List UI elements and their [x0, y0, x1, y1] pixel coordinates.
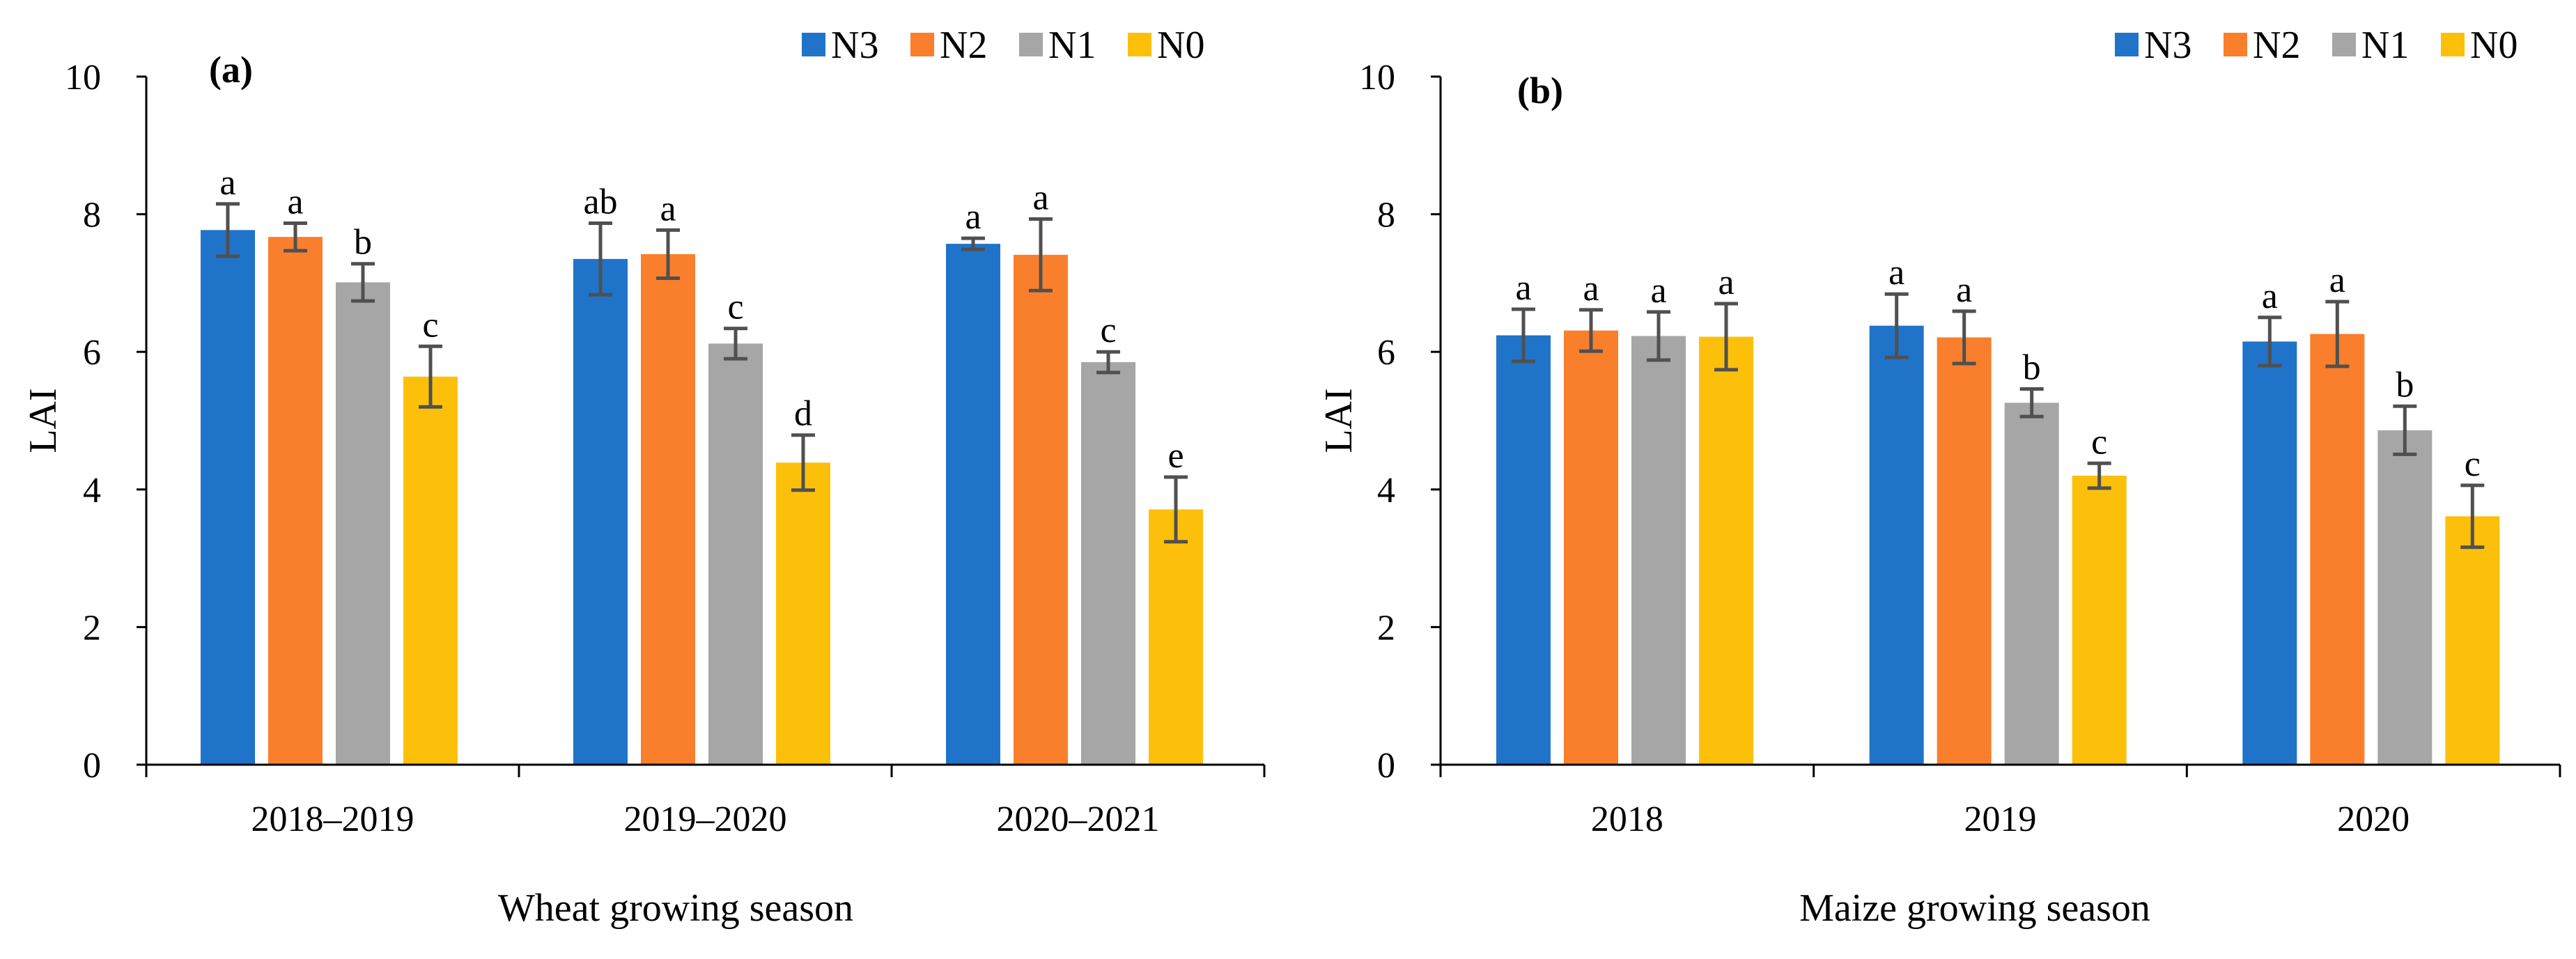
legend-swatch-N1 [2332, 33, 2356, 56]
bar-N3-1 [573, 258, 628, 765]
legend-swatch-N3 [2115, 33, 2139, 56]
y-tick-label: 2 [83, 608, 101, 648]
bar-N2-2 [2310, 334, 2365, 765]
bar-N1-1 [708, 343, 763, 765]
bar-N3-2 [946, 244, 1000, 765]
significance-letter-N1-1: c [727, 288, 743, 327]
significance-letter-N2-2: a [1032, 178, 1048, 218]
y-tick-label: 4 [83, 471, 101, 510]
panel-label: (a) [209, 49, 253, 91]
bar-N1-2 [1081, 362, 1135, 765]
significance-letter-N1-2: c [1100, 311, 1116, 350]
bar-N0-1 [2072, 476, 2127, 765]
y-tick-label: 4 [1377, 471, 1395, 510]
bar-N0-2 [2445, 516, 2500, 765]
panel-label: (b) [1517, 70, 1563, 111]
bar-N2-0 [1564, 330, 1618, 765]
legend-label-N0: N0 [1157, 24, 1204, 67]
bar-N0-0 [403, 376, 458, 765]
legend-swatch-N2 [2224, 33, 2247, 56]
significance-letter-N0-2: c [2465, 444, 2481, 484]
legend-label-N2: N2 [2253, 24, 2300, 67]
significance-letter-N3-2: a [2262, 276, 2278, 316]
bar-N2-1 [641, 254, 695, 765]
legend: N3 N2 N1 N0 [802, 24, 1204, 67]
significance-letter-N2-1: a [660, 189, 676, 228]
legend-label-N3: N3 [831, 24, 878, 67]
legend-swatch-N3 [802, 33, 825, 56]
significance-letter-N3-1: ab [583, 182, 617, 221]
significance-letter-N2-0: a [1583, 269, 1599, 309]
bar-N1-1 [2004, 403, 2059, 765]
y-tick-label: 8 [1377, 196, 1395, 235]
bar-N1-0 [1631, 336, 1686, 765]
bar-N3-1 [1869, 325, 1924, 765]
y-axis-title: LAI [22, 388, 65, 453]
x-axis-title: Maize growing season [1799, 887, 2150, 930]
bar-N1-2 [2377, 430, 2433, 765]
significance-letter-N0-1: c [2091, 422, 2107, 462]
significance-letter-N3-0: a [219, 163, 235, 203]
significance-letter-N0-0: c [422, 305, 438, 345]
legend-label-N1: N1 [1048, 24, 1096, 67]
legend: N3 N2 N1 N0 [2115, 24, 2517, 67]
legend-swatch-N2 [910, 33, 934, 56]
bar-N0-1 [776, 462, 830, 765]
bar-N3-2 [2242, 341, 2297, 765]
y-tick-label: 0 [1377, 746, 1395, 786]
significance-letter-N2-0: a [287, 182, 303, 221]
bar-N2-2 [1014, 254, 1068, 765]
legend-label-N1: N1 [2361, 24, 2409, 67]
significance-letter-N3-0: a [1515, 268, 1531, 308]
x-tick-label: 2020 [2337, 800, 2410, 839]
significance-letter-N3-1: a [1888, 253, 1904, 293]
x-tick-label: 2018 [1591, 800, 1663, 839]
legend-label-N2: N2 [940, 24, 987, 67]
bar-N0-0 [1699, 336, 1753, 765]
bar-N1-0 [336, 282, 390, 765]
significance-letter-N2-2: a [2329, 260, 2345, 300]
significance-letter-N1-0: b [354, 223, 372, 263]
significance-letter-N1-1: b [2023, 348, 2041, 388]
bar-N3-0 [1496, 335, 1551, 765]
significance-letter-N3-2: a [965, 197, 981, 237]
y-tick-label: 0 [83, 746, 101, 786]
y-tick-label: 6 [83, 333, 101, 373]
bar-N2-1 [1937, 337, 1992, 765]
y-tick-label: 2 [1377, 608, 1395, 648]
x-tick-label: 2020–2021 [997, 800, 1160, 839]
significance-letter-N0-0: a [1718, 263, 1734, 302]
legend-swatch-N0 [2441, 33, 2465, 56]
legend-swatch-N1 [1019, 33, 1043, 56]
significance-letter-N0-1: d [794, 394, 812, 434]
y-tick-label: 8 [83, 196, 101, 235]
bar-N3-0 [201, 230, 255, 765]
significance-letter-N0-2: e [1167, 436, 1184, 476]
y-tick-label: 10 [1359, 58, 1395, 98]
significance-letter-N1-0: a [1650, 271, 1666, 311]
chart-panel-2: 0 2 4 6 8 10 LAI a a a a 2018 a a b c 2019 a a b c 2020 Maize … [1317, 24, 2561, 930]
x-tick-label: 2018–2019 [251, 800, 414, 839]
y-tick-label: 6 [1377, 333, 1395, 373]
bar-N2-0 [268, 237, 323, 765]
x-tick-label: 2019 [1964, 800, 2037, 839]
y-axis-title: LAI [1317, 388, 1360, 453]
x-axis-title: Wheat growing season [498, 887, 853, 930]
bar-N0-2 [1149, 509, 1203, 765]
x-tick-label: 2019–2020 [624, 800, 787, 839]
significance-letter-N2-1: a [1956, 270, 1972, 310]
y-tick-label: 10 [65, 58, 101, 98]
legend-label-N0: N0 [2470, 24, 2517, 67]
significance-letter-N1-2: b [2396, 365, 2414, 405]
legend-label-N3: N3 [2144, 24, 2191, 67]
legend-swatch-N0 [1128, 33, 1151, 56]
